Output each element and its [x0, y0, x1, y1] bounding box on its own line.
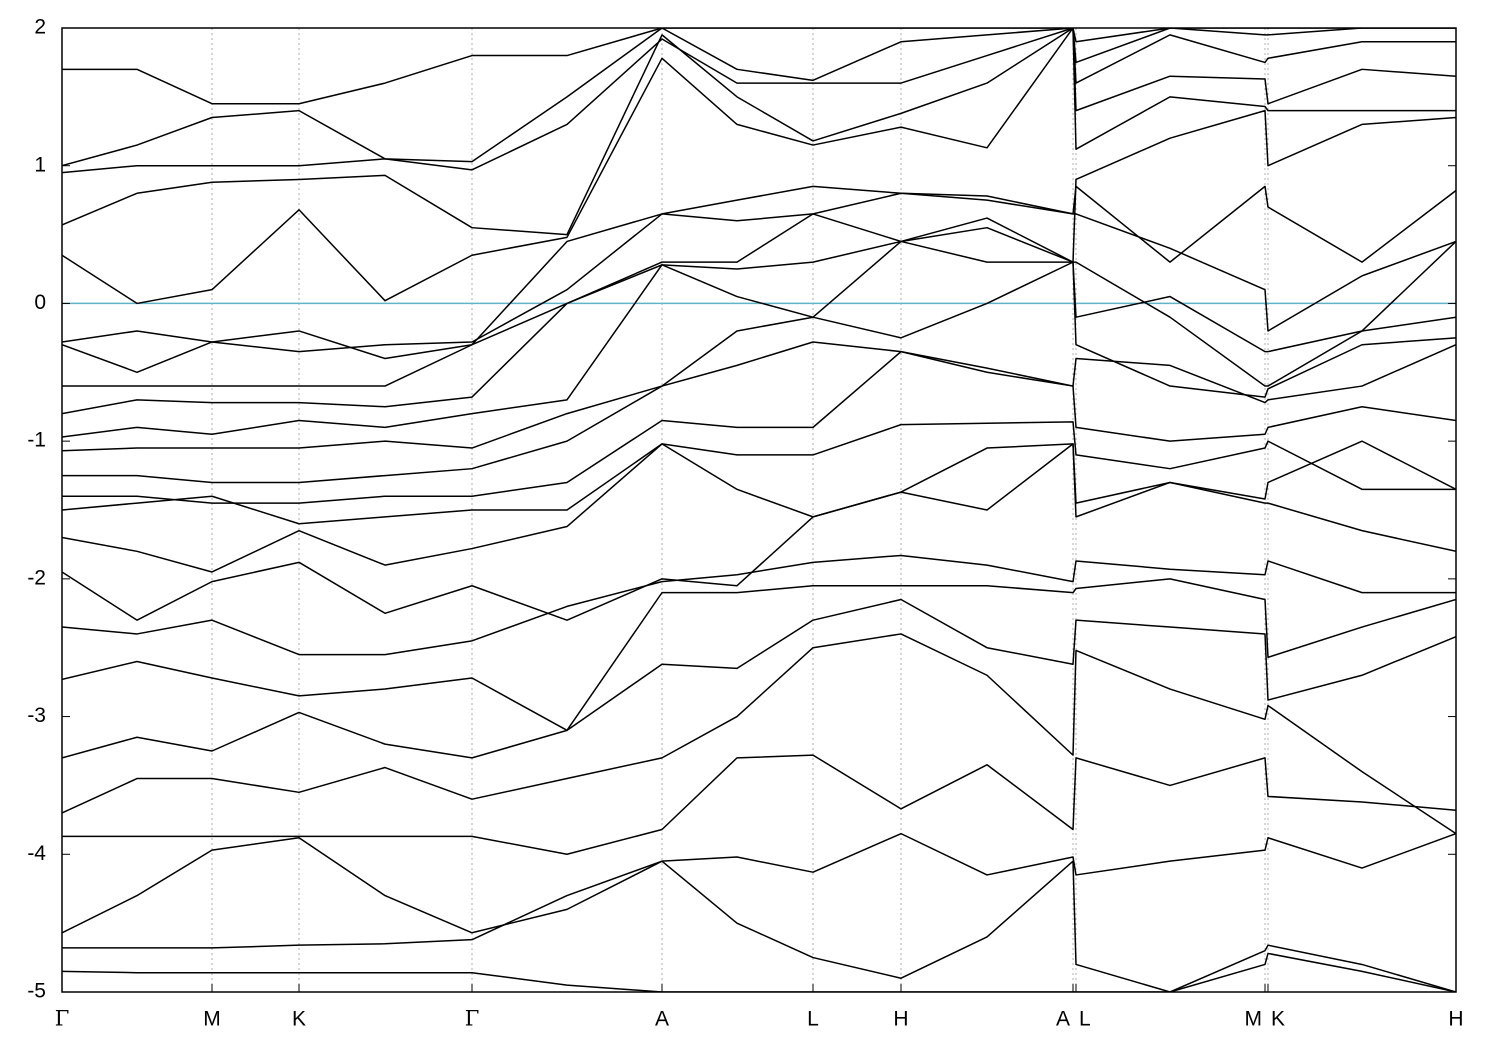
band-line [62, 185, 1456, 374]
y-tick-label: -2 [27, 566, 46, 589]
y-tick-label: -5 [27, 980, 46, 1003]
band-line [62, 421, 1456, 525]
y-tick-label: 0 [34, 291, 46, 314]
band-line [62, 28, 1456, 236]
x-tick-label: A [1056, 1008, 1070, 1031]
x-tick-label: L [807, 1008, 819, 1031]
band-line [62, 350, 1456, 504]
band-line [62, 28, 1456, 305]
band-line [62, 261, 1456, 452]
band-line [62, 578, 1456, 732]
band-line [62, 598, 1456, 759]
band-line [62, 341, 1456, 484]
x-tick-label: K [292, 1008, 306, 1031]
band-line [62, 240, 1456, 438]
band-line [62, 192, 1456, 387]
band-line [62, 28, 1456, 167]
band-line [62, 440, 1456, 573]
x-tick-label: H [1448, 1008, 1463, 1031]
band-line [62, 28, 1456, 105]
band-line [62, 837, 1456, 992]
plot-area [62, 28, 1456, 992]
x-tick-label: H [893, 1008, 908, 1031]
band-line [62, 832, 1456, 949]
y-tick-label: 1 [34, 153, 46, 176]
band-line [62, 443, 1456, 621]
band-line [62, 633, 1456, 835]
band-line [62, 109, 1456, 360]
band-line [62, 952, 1456, 992]
y-tick-label: 2 [34, 16, 46, 39]
x-tick-label: K [1271, 1008, 1285, 1031]
x-tick-label: M [203, 1008, 221, 1031]
band-line [62, 226, 1456, 415]
band-line [62, 554, 1456, 656]
band-line [62, 754, 1456, 856]
y-tick-label: -4 [27, 842, 46, 865]
x-tick-label: M [1245, 1008, 1263, 1031]
x-tick-label: Γ [55, 1007, 70, 1031]
x-tick-label: L [1079, 1008, 1091, 1031]
band-line [62, 28, 1456, 174]
x-tick-label: Γ [465, 1007, 480, 1031]
x-tick-label: A [655, 1008, 669, 1031]
plot-frame [61, 27, 1457, 993]
y-tick-label: -3 [27, 704, 46, 727]
y-tick-label: -1 [27, 429, 46, 452]
